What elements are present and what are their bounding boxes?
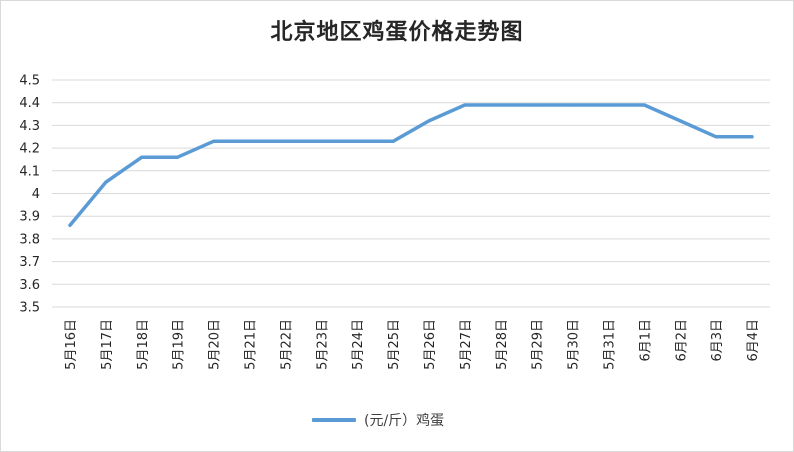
x-tick-label: 5月24日 <box>351 319 366 370</box>
x-tick-label: 5月17日 <box>100 319 115 370</box>
x-tick-label: 5月29日 <box>531 319 546 370</box>
x-tick-label: 6月4日 <box>746 319 761 362</box>
y-axis-ticks: 4.5 4.4 4.3 4.2 4.1 4 3.9 3.8 3.7 3.6 3.5 <box>19 74 40 316</box>
data-point <box>499 103 503 107</box>
legend: (元/斤）鸡蛋 <box>312 408 444 432</box>
x-tick-label: 5月23日 <box>315 319 330 370</box>
legend-swatch <box>312 418 356 422</box>
y-tick-label: 3.5 <box>19 301 40 316</box>
data-point <box>176 155 180 159</box>
data-point <box>750 135 754 139</box>
x-tick-label: 6月1日 <box>638 319 653 362</box>
y-tick-label: 4.1 <box>19 164 40 179</box>
y-tick-label: 3.9 <box>19 210 40 225</box>
x-tick-label: 5月18日 <box>136 319 151 370</box>
data-point <box>642 103 646 107</box>
data-point <box>463 103 467 107</box>
x-tick-label: 5月19日 <box>172 319 187 370</box>
y-tick-label: 4 <box>32 187 40 202</box>
x-tick-label: 6月2日 <box>674 319 689 362</box>
x-tick-label: 5月22日 <box>279 319 294 370</box>
y-tick-label: 4.3 <box>19 119 40 134</box>
data-point <box>355 139 359 143</box>
x-tick-label: 5月20日 <box>208 319 223 370</box>
series-line <box>68 103 754 228</box>
x-tick-label: 5月21日 <box>243 319 258 370</box>
data-point <box>427 119 431 123</box>
y-tick-label: 4.4 <box>19 96 40 111</box>
data-point <box>606 103 610 107</box>
data-point <box>247 139 251 143</box>
x-tick-label: 6月3日 <box>710 319 725 362</box>
x-tick-label: 5月25日 <box>387 319 402 370</box>
x-tick-label: 5月30日 <box>567 319 582 370</box>
data-point <box>212 139 216 143</box>
data-point <box>68 223 72 227</box>
x-tick-label: 5月28日 <box>495 319 510 370</box>
y-tick-label: 3.6 <box>19 278 40 293</box>
x-tick-label: 5月26日 <box>423 319 438 370</box>
data-point <box>535 103 539 107</box>
y-tick-label: 4.5 <box>19 74 40 89</box>
y-tick-label: 3.7 <box>19 255 40 270</box>
data-point <box>140 155 144 159</box>
data-point <box>104 180 108 184</box>
data-point <box>319 139 323 143</box>
y-tick-label: 3.8 <box>19 232 40 247</box>
x-tick-label: 5月27日 <box>459 319 474 370</box>
x-tick-label: 5月31日 <box>602 319 617 370</box>
data-point <box>571 103 575 107</box>
series-layer <box>68 103 754 228</box>
data-point <box>714 135 718 139</box>
gridlines <box>52 79 770 308</box>
data-point <box>678 119 682 123</box>
x-tick-label: 5月16日 <box>64 319 79 370</box>
y-tick-label: 4.2 <box>19 142 40 157</box>
data-point <box>391 139 395 143</box>
data-point <box>283 139 287 143</box>
chart-title: 北京地区鸡蛋价格走势图 <box>270 20 524 45</box>
x-axis-ticks: 5月16日 5月17日 5月18日 5月19日 5月20日 5月21日 5月22日 5月23日… <box>64 319 761 370</box>
legend-label: (元/斤）鸡蛋 <box>364 413 445 429</box>
